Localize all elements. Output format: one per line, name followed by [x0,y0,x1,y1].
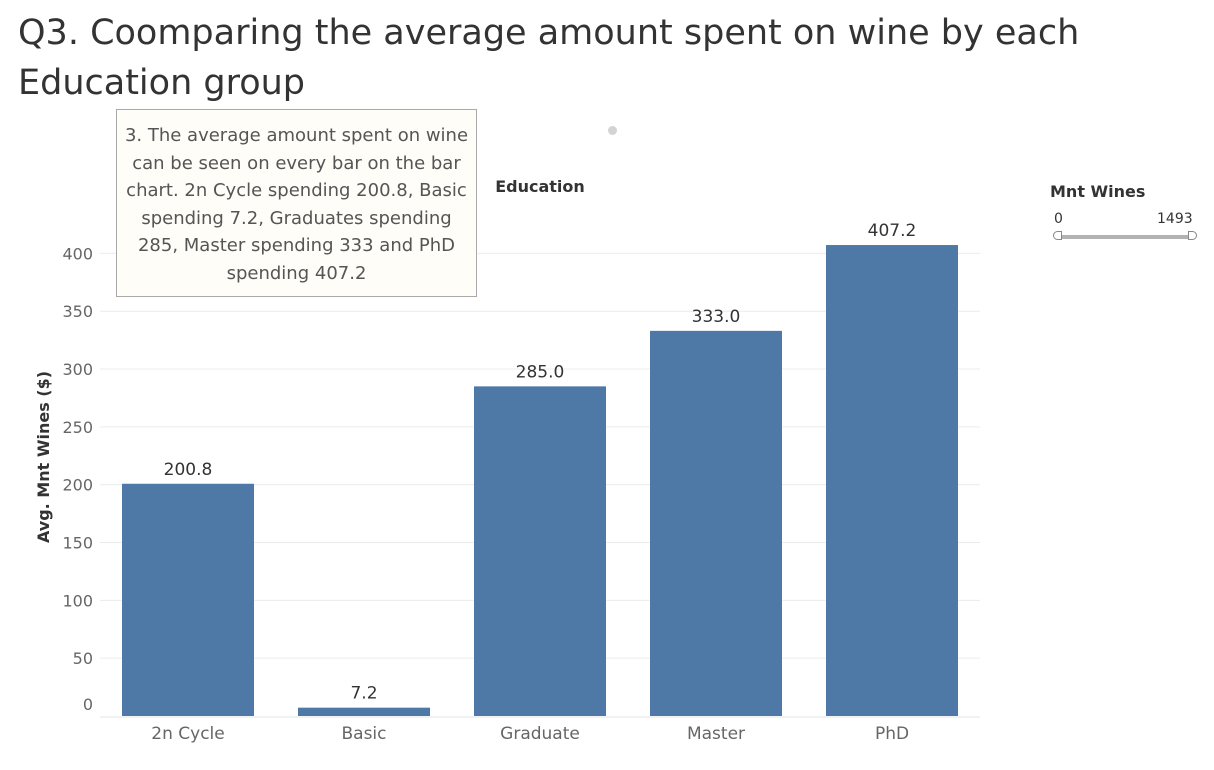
data-label: 7.2 [350,684,377,704]
bar-basic[interactable] [298,707,430,716]
x-tick-label: Master [687,724,745,744]
range-slider-min-handle[interactable] [1053,231,1062,240]
y-axis-label: Avg. Mnt Wines ($) [34,371,53,543]
y-tick-label: 250 [62,418,93,437]
x-tick-label: Basic [341,724,386,744]
data-label: 333.0 [692,307,741,327]
range-slider-max-handle[interactable] [1188,231,1197,240]
bars [122,245,958,717]
bar-master[interactable] [650,330,782,716]
annotation-box: 3. The average amount spent on wine can … [116,109,477,297]
y-tick-label: 200 [62,476,93,495]
marker-dot [608,126,617,135]
x-tick-label: PhD [875,724,909,744]
y-tick-label: 300 [62,360,93,379]
y-tick-label: 400 [62,244,93,263]
column-header: Education [495,177,585,196]
y-tick-label: 350 [62,302,93,321]
y-tick-label: 0 [83,695,93,714]
legend-min-label: 0 [1054,211,1063,227]
range-slider-track[interactable] [1058,235,1192,239]
data-label: 285.0 [516,362,565,382]
chart-title: Q3. Coomparing the average amount spent … [18,13,1080,103]
x-tick-label: 2n Cycle [151,724,224,744]
x-tick-label: Graduate [500,724,580,744]
bar-phd[interactable] [826,245,958,717]
data-labels: 200.8 7.2 285.0 333.0 407.2 [164,221,917,704]
data-label: 200.8 [164,460,213,480]
data-label: 407.2 [868,221,917,241]
y-tick-label: 50 [73,649,93,668]
y-tick-label: 150 [62,534,93,553]
legend-max-label: 1493 [1157,211,1193,227]
bar-graduate[interactable] [474,386,606,716]
y-axis-ticks: 0 50 100 150 200 250 300 350 400 [62,244,93,714]
y-tick-label: 100 [62,591,93,610]
x-axis-ticks: 2n Cycle Basic Graduate Master PhD [151,724,909,744]
bar-2n-cycle[interactable] [122,483,254,716]
legend-title: Mnt Wines [1050,182,1146,201]
